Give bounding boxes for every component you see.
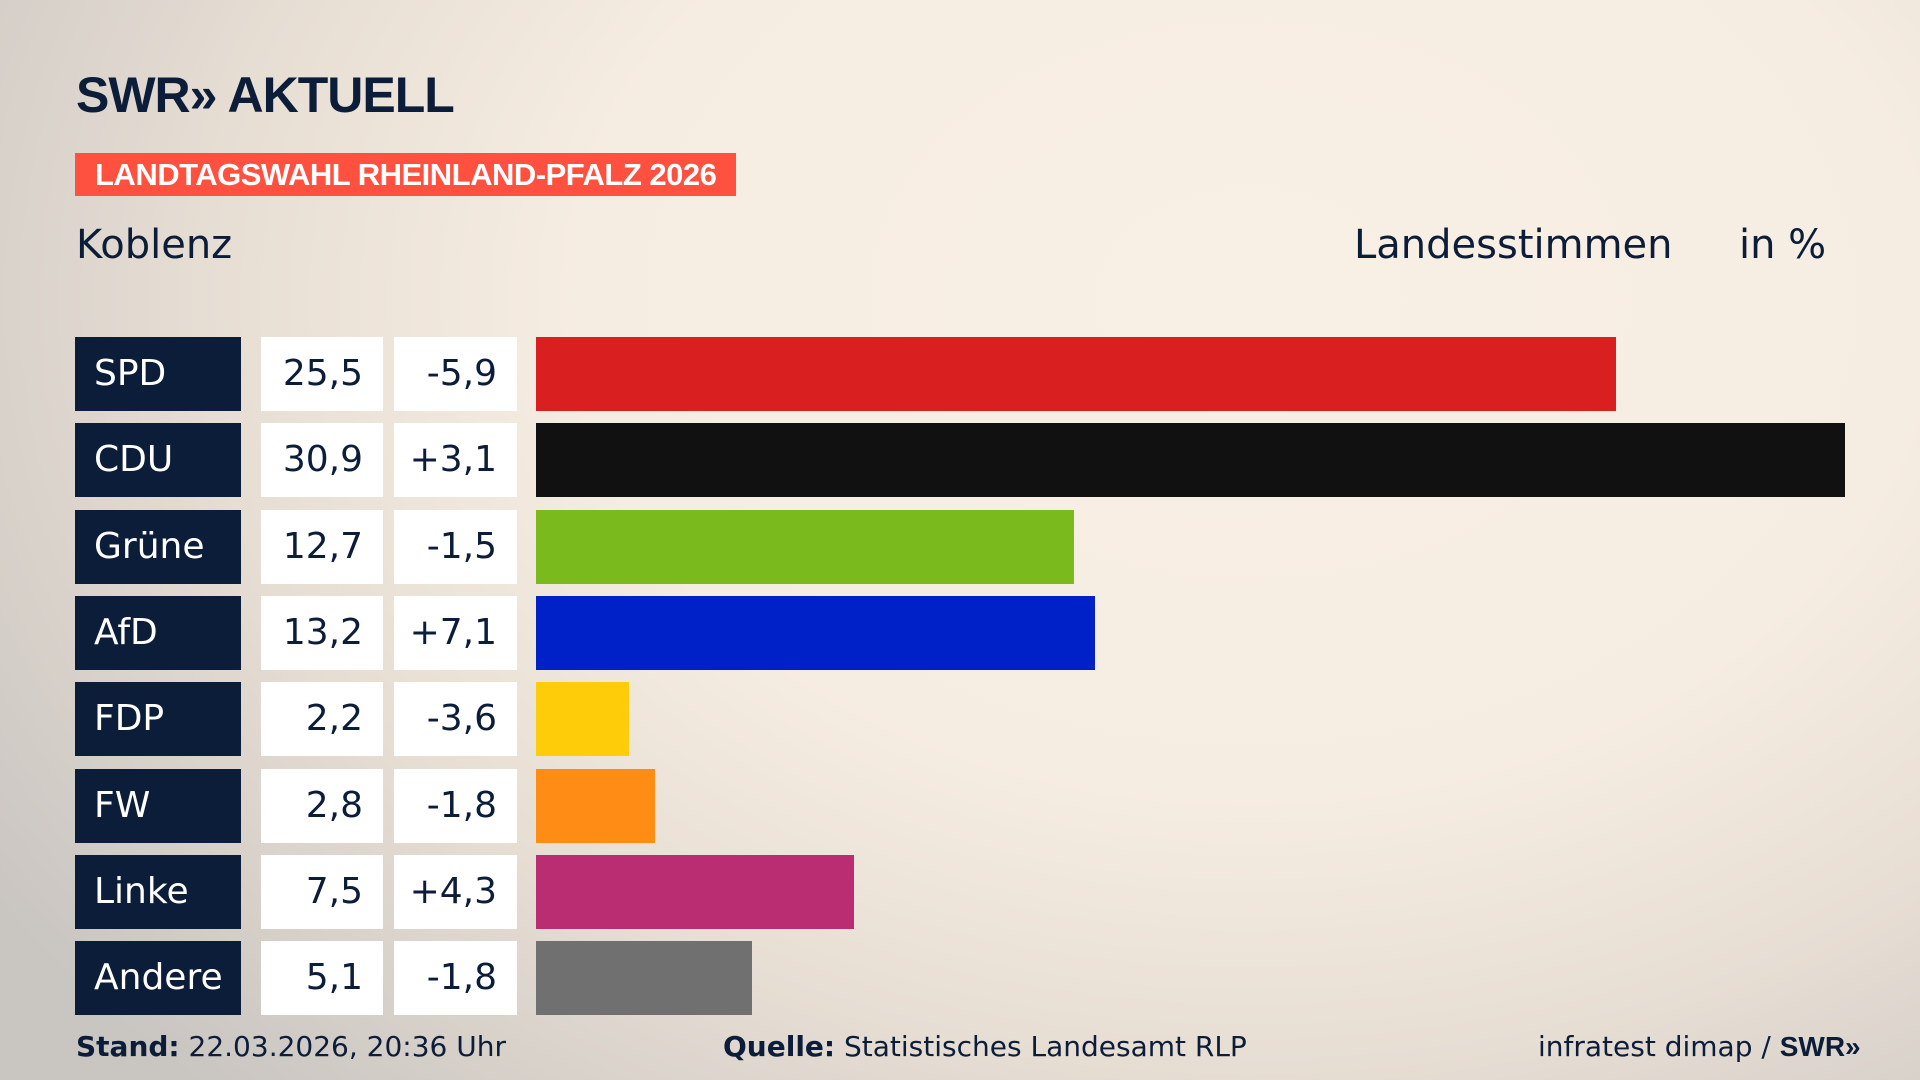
bar-grüne [536,509,1074,584]
value-label: 2,8 [261,768,383,843]
unit-label: in % [1739,222,1827,268]
bar-cdu [536,423,1845,498]
change-label: -1,8 [394,941,517,1016]
chart-row: Linke 7,5 +4,3 [0,854,1920,929]
value-label: 5,1 [261,941,383,1016]
change-label: -1,5 [394,509,517,584]
party-label: AfD [75,595,241,670]
stand-value: 22.03.2026, 20:36 Uhr [188,1030,506,1063]
chart-row: AfD 13,2 +7,1 [0,595,1920,670]
footer-source: Quelle: Statistisches Landesamt RLP [723,1030,1247,1063]
chart-row: Grüne 12,7 -1,5 [0,509,1920,584]
bar-andere [536,941,753,1016]
change-label: -1,8 [394,768,517,843]
chart-row: SPD 25,5 -5,9 [0,337,1920,411]
bar-afd [536,595,1096,670]
party-label: SPD [75,337,241,411]
party-label: Andere [75,941,241,1016]
source-label: Quelle: [723,1030,836,1063]
election-banner: LANDTAGSWAHL RHEINLAND-PFALZ 2026 [75,153,737,196]
change-label: -5,9 [394,337,517,411]
party-label: CDU [75,423,241,498]
footer-stand: Stand: 22.03.2026, 20:36 Uhr [76,1030,506,1063]
value-label: 30,9 [261,423,383,498]
change-label: +3,1 [394,423,517,498]
swr-aktuell-logo: SWR» AKTUELL [76,67,455,123]
change-label: +4,3 [394,854,517,929]
source-value: Statistisches Landesamt RLP [844,1030,1247,1063]
value-label: 7,5 [261,854,383,929]
value-label: 13,2 [261,595,383,670]
value-label: 12,7 [261,509,383,584]
party-label: Grüne [75,509,241,584]
bar-spd [536,337,1617,411]
chart-row: FW 2,8 -1,8 [0,768,1920,843]
value-label: 25,5 [261,337,383,411]
bar-fw [536,768,655,843]
party-label: Linke [75,854,241,929]
bar-fdp [536,682,630,757]
party-label: FDP [75,682,241,757]
footer-credit: infratest dimap / SWR» [1538,1030,1861,1063]
chart-row: FDP 2,2 -3,6 [0,682,1920,757]
region-title: Koblenz [76,222,233,268]
stand-label: Stand: [76,1030,180,1063]
party-label: FW [75,768,241,843]
credit-text: infratest dimap / [1538,1030,1780,1063]
bar-linke [536,854,854,929]
change-label: -3,6 [394,682,517,757]
chart-row: CDU 30,9 +3,1 [0,423,1920,498]
swr-logo-small: SWR» [1779,1031,1861,1062]
vote-type-label: Landesstimmen [1354,222,1673,268]
chart-row: Andere 5,1 -1,8 [0,941,1920,1016]
value-label: 2,2 [261,682,383,757]
change-label: +7,1 [394,595,517,670]
